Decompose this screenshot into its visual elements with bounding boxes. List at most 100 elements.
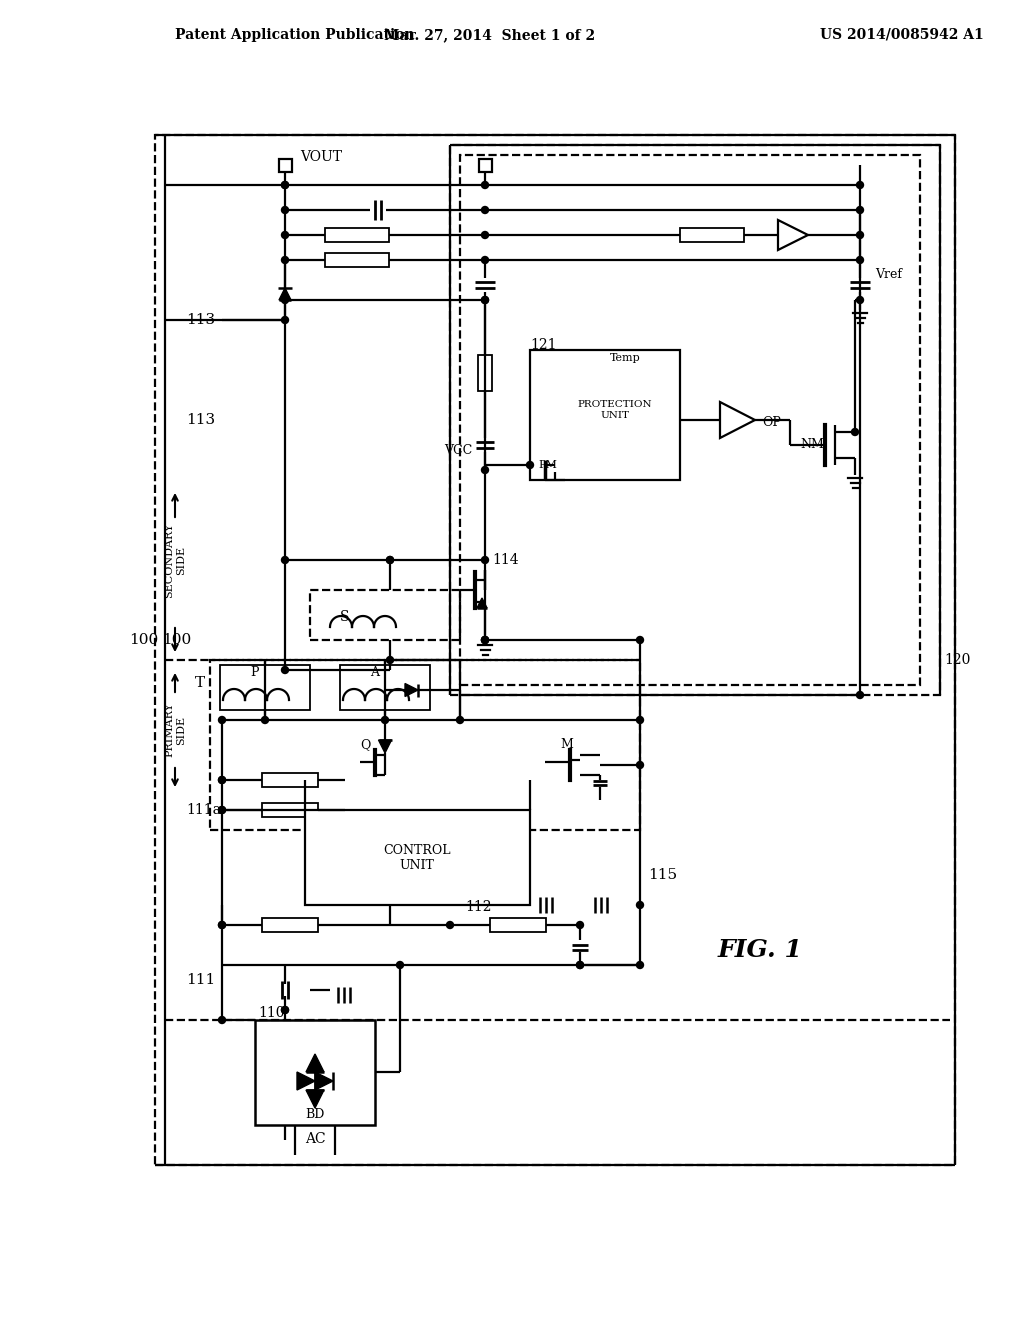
Polygon shape [379,741,391,752]
Bar [262,774,318,787]
Text: 113: 113 [186,413,215,426]
Text: 113: 113 [186,313,215,327]
Text: Q: Q [360,738,371,751]
Circle shape [856,206,863,214]
Text: S: S [340,610,349,624]
Circle shape [852,429,858,436]
Text: NM: NM [800,438,824,451]
Text: BD: BD [305,1109,325,1122]
Polygon shape [315,1072,333,1090]
Text: VCC: VCC [443,444,472,457]
Circle shape [218,921,225,928]
Circle shape [481,231,488,239]
Circle shape [856,692,863,698]
Circle shape [637,762,643,768]
Circle shape [218,1016,225,1023]
Circle shape [526,462,534,469]
Polygon shape [477,598,487,609]
Circle shape [856,231,863,239]
Polygon shape [306,1090,324,1107]
Bar [340,665,430,710]
Bar [490,917,546,932]
Circle shape [218,807,225,813]
Circle shape [481,297,488,304]
Circle shape [637,636,643,644]
Bar [325,253,389,267]
Circle shape [577,961,584,969]
Text: OP: OP [762,416,781,429]
Circle shape [282,181,289,189]
Text: M: M [560,738,572,751]
Circle shape [396,961,403,969]
Text: Patent Application Publication: Patent Application Publication [175,28,415,42]
Text: 111: 111 [186,973,215,987]
Circle shape [382,717,388,723]
Circle shape [386,667,393,673]
Circle shape [386,656,393,664]
Circle shape [386,557,393,564]
Circle shape [261,717,268,723]
Circle shape [856,181,863,189]
Circle shape [218,807,225,813]
Circle shape [856,297,863,304]
Text: 120: 120 [944,653,971,667]
Text: AC: AC [305,1133,326,1146]
Text: 110: 110 [258,1006,285,1020]
Circle shape [218,776,225,784]
Circle shape [457,717,464,723]
Circle shape [218,921,225,928]
Bar [255,1020,375,1125]
Text: 111a: 111a [186,803,221,817]
Circle shape [481,256,488,264]
Circle shape [481,636,488,644]
Bar [279,158,292,172]
Circle shape [481,297,488,304]
Circle shape [637,902,643,908]
Polygon shape [297,1072,315,1090]
Bar [325,228,389,242]
Text: US 2014/0085942 A1: US 2014/0085942 A1 [820,28,984,42]
Bar [305,810,530,906]
Text: A: A [370,665,379,678]
Circle shape [218,776,225,784]
Text: 121: 121 [530,338,556,352]
Bar [530,350,680,480]
Circle shape [282,256,289,264]
Text: SECONDARY
SIDE: SECONDARY SIDE [164,523,185,598]
Bar [262,917,318,932]
Bar [262,803,318,817]
Polygon shape [279,288,291,300]
Text: Vref: Vref [874,268,902,281]
Text: Mar. 27, 2014  Sheet 1 of 2: Mar. 27, 2014 Sheet 1 of 2 [384,28,596,42]
Circle shape [282,206,289,214]
Text: FIG. 1: FIG. 1 [718,939,803,962]
Text: PM: PM [539,459,557,470]
Circle shape [282,1006,289,1014]
Circle shape [282,231,289,239]
Text: 100: 100 [162,634,191,647]
Circle shape [282,557,289,564]
Bar [310,590,460,640]
Circle shape [446,921,454,928]
Polygon shape [406,684,418,697]
Text: PRIMARY
SIDE: PRIMARY SIDE [164,702,185,758]
Bar [220,665,310,710]
Bar [478,355,492,391]
Text: T: T [195,676,205,690]
Bar [680,228,744,242]
Circle shape [856,256,863,264]
Circle shape [481,636,488,644]
Bar [478,158,492,172]
Text: 100: 100 [129,634,158,647]
Bar [450,145,940,696]
Circle shape [481,181,488,189]
Circle shape [282,667,289,673]
Circle shape [282,297,289,304]
Circle shape [577,921,584,928]
Circle shape [577,961,584,969]
Circle shape [282,1006,289,1014]
Circle shape [282,317,289,323]
Text: PROTECTION
UNIT: PROTECTION UNIT [578,400,652,420]
Circle shape [282,181,289,189]
Circle shape [481,206,488,214]
